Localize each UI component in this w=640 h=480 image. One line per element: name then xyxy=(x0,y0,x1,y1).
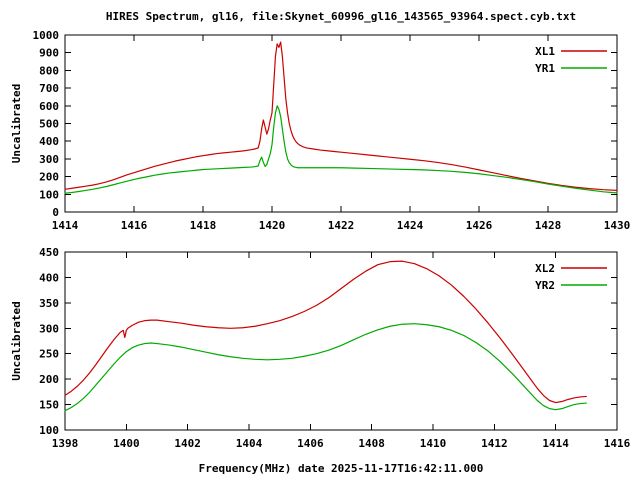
legend-label-yr1: YR1 xyxy=(535,62,555,75)
x-tick-label: 1426 xyxy=(466,219,493,232)
x-tick-label: 1418 xyxy=(190,219,217,232)
y-tick-label: 100 xyxy=(39,188,59,201)
y-tick-label: 350 xyxy=(39,297,59,310)
x-tick-label: 1416 xyxy=(121,219,148,232)
x-tick-label: 1422 xyxy=(328,219,355,232)
plot-panel-top: 1414 1416 1418 1420 1422 1424 1426 1428 1430 0 100… xyxy=(10,29,630,232)
y-tick-label: 1000 xyxy=(33,29,60,42)
x-tick-label: 1398 xyxy=(52,437,79,450)
y-axis-label: Uncalibrated xyxy=(10,301,23,380)
plot-panel-bottom: 1398 1400 1402 1404 1406 1408 1410 1412 1414 1416… xyxy=(10,246,631,450)
series-line-yr1 xyxy=(64,105,618,194)
x-tick-label: 1424 xyxy=(397,219,424,232)
x-tick-label: 1402 xyxy=(174,437,201,450)
x-tick-label: 1414 xyxy=(52,219,79,232)
y-tick-label: 900 xyxy=(39,47,59,60)
series-line-yr2 xyxy=(64,323,587,412)
x-tick-label: 1430 xyxy=(604,219,631,232)
x-tick-label: 1410 xyxy=(420,437,447,450)
x-tick-label: 1428 xyxy=(535,219,562,232)
y-tick-label: 500 xyxy=(39,118,59,131)
y-tick-label: 200 xyxy=(39,373,59,386)
y-tick-label: 400 xyxy=(39,271,59,284)
y-tick-label: 0 xyxy=(52,206,59,219)
y-tick-label: 600 xyxy=(39,100,59,113)
y-tick-label: 300 xyxy=(39,322,59,335)
x-tick-label: 1414 xyxy=(542,437,569,450)
y-tick-label: 800 xyxy=(39,64,59,77)
x-tick-label: 1408 xyxy=(358,437,385,450)
plot-frame xyxy=(64,251,618,431)
x-tick-label: 1412 xyxy=(481,437,508,450)
y-tick-label: 450 xyxy=(39,246,59,259)
x-tick-label: 1400 xyxy=(113,437,140,450)
y-tick-label: 200 xyxy=(39,171,59,184)
y-tick-label: 400 xyxy=(39,135,59,148)
x-tick-label: 1406 xyxy=(297,437,324,450)
legend-label-xl1: XL1 xyxy=(535,45,555,58)
y-tick-label: 300 xyxy=(39,153,59,166)
x-tick-label: 1420 xyxy=(259,219,286,232)
x-tick-label: 1416 xyxy=(604,437,631,450)
x-axis-label: Frequency(MHz) date 2025-11-17T16:42:11.… xyxy=(199,462,484,475)
x-tick-label: 1404 xyxy=(236,437,263,450)
y-tick-label: 250 xyxy=(39,348,59,361)
y-tick-label: 700 xyxy=(39,82,59,95)
y-axis-label: Uncalibrated xyxy=(10,84,23,163)
y-tick-label: 100 xyxy=(39,424,59,437)
series-line-xl1 xyxy=(64,41,618,192)
plot-title: HIRES Spectrum, gl16, file:Skynet_60996_… xyxy=(106,10,576,23)
legend-label-yr2: YR2 xyxy=(535,279,555,292)
legend-label-xl2: XL2 xyxy=(535,262,555,275)
y-tick-label: 150 xyxy=(39,399,59,412)
series-line-xl2 xyxy=(64,260,587,404)
